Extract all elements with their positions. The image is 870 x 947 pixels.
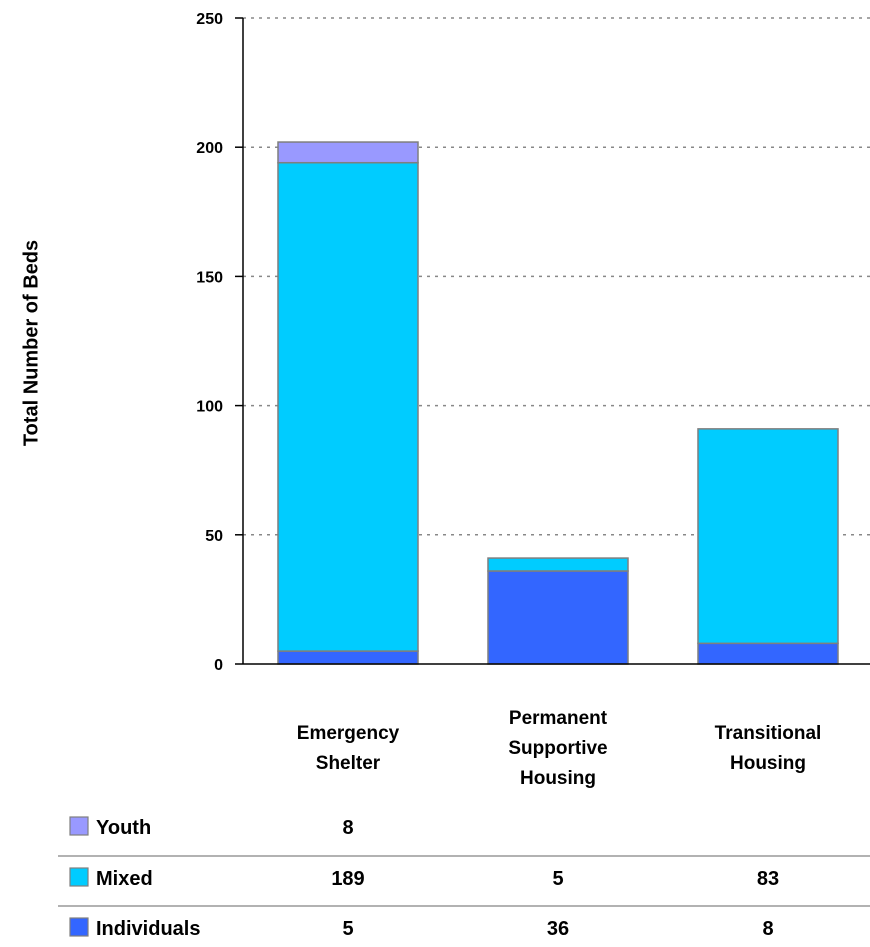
y-tick-label: 200	[196, 140, 223, 157]
table-cell-value: 189	[331, 868, 364, 890]
category-label: Emergency	[297, 723, 400, 744]
y-tick-label: 100	[196, 399, 223, 416]
legend-swatch	[69, 867, 89, 887]
category-label: Supportive	[508, 738, 607, 759]
table-cell-value: 8	[342, 817, 353, 839]
bar-segment-mixed	[697, 428, 839, 645]
category-label: Permanent	[509, 708, 608, 729]
axes	[235, 17, 870, 665]
table-cell-value: 8	[762, 918, 773, 940]
y-tick-label: 150	[196, 269, 223, 286]
legend-swatch	[69, 816, 89, 836]
bar-segment-individuals	[277, 650, 419, 665]
category-label: Housing	[730, 753, 806, 774]
y-tick-label: 50	[205, 528, 223, 545]
bar-segment-individuals	[697, 642, 839, 665]
category-label: Transitional	[715, 723, 822, 744]
category-labels: Emergency Shelter Permanent Supportive Housi…	[297, 708, 822, 789]
category-label: Housing	[520, 768, 596, 789]
bar-segment-individuals	[487, 570, 629, 665]
table-cell-value: 5	[552, 868, 563, 890]
category-label: Shelter	[316, 753, 381, 774]
table-cell-value: 5	[342, 918, 353, 940]
data-table: Youth 8 Mixed 189 5 83 Individuals 5 36 8	[58, 816, 870, 940]
table-cell-value: 36	[547, 918, 569, 940]
legend-label: Mixed	[96, 868, 153, 890]
legend-label: Youth	[96, 817, 151, 839]
y-tick-label: 0	[214, 657, 223, 674]
bars	[277, 141, 839, 665]
y-tick-label: 250	[196, 11, 223, 28]
bar-segment-youth	[277, 141, 419, 164]
bar-segment-mixed	[487, 557, 629, 572]
y-tick-labels: 0 50 100 150 200 250	[196, 11, 223, 674]
legend-swatch	[69, 917, 89, 937]
table-cell-value: 83	[757, 868, 779, 890]
bar-segment-mixed	[277, 161, 419, 652]
legend-label: Individuals	[96, 918, 200, 940]
